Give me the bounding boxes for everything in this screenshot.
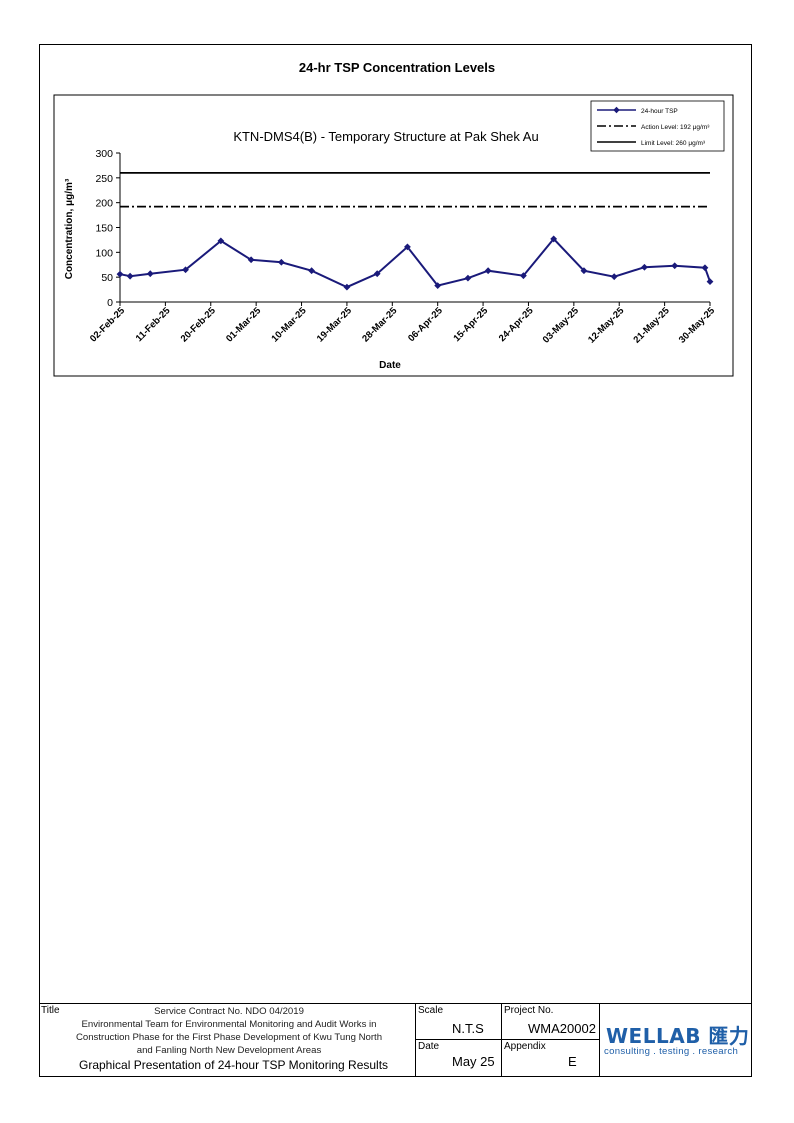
legend-action-label: Action Level: 192 μg/m³ bbox=[641, 124, 710, 131]
date-value: May 25 bbox=[452, 1054, 495, 1069]
contract-line: Construction Phase for the First Phase D… bbox=[75, 1032, 383, 1043]
scale-value: N.T.S bbox=[452, 1021, 484, 1036]
tsp-series-line bbox=[119, 237, 711, 289]
wellab-logo: WELLAB 匯力 bbox=[606, 1024, 750, 1048]
y-tick-label: 300 bbox=[95, 148, 113, 160]
presentation-title: Graphical Presentation of 24-hour TSP Mo… bbox=[79, 1058, 389, 1072]
tsp-data-point bbox=[277, 258, 285, 266]
logo-tagline: consulting . testing . research bbox=[604, 1046, 739, 1057]
tsp-data-point bbox=[146, 270, 154, 278]
project-label: Project No. bbox=[504, 1005, 554, 1016]
y-tick-label: 50 bbox=[101, 272, 113, 284]
y-tick-label: 100 bbox=[95, 247, 113, 259]
tsp-data-point bbox=[247, 256, 255, 264]
tsp-data-point bbox=[484, 267, 492, 275]
tsp-data-point bbox=[520, 272, 527, 280]
legend-limit-label: Limit Level: 260 μg/m³ bbox=[641, 140, 706, 147]
tsp-data-point bbox=[404, 243, 411, 251]
legend-tsp-marker bbox=[613, 106, 620, 114]
date-label: Date bbox=[418, 1041, 440, 1052]
tsp-data-point bbox=[641, 263, 648, 271]
tsp-data-point bbox=[343, 283, 351, 291]
page-title: 24-hr TSP Concentration Levels bbox=[298, 60, 496, 75]
title-cell: Title Service Contract No. NDO 04/2019 E… bbox=[39, 1003, 416, 1077]
title-label: Title bbox=[41, 1005, 60, 1016]
contract-description: Service Contract No. NDO 04/2019 Environ… bbox=[69, 1005, 389, 1057]
contract-line: Service Contract No. NDO 04/2019 bbox=[154, 1006, 304, 1017]
tsp-data-point bbox=[671, 262, 679, 270]
contract-line: Environmental Team for Environmental Mon… bbox=[81, 1019, 377, 1030]
appendix-value: E bbox=[568, 1054, 577, 1069]
reference-lines bbox=[120, 171, 710, 208]
tsp-data-point bbox=[580, 267, 588, 275]
page-frame bbox=[39, 44, 752, 1077]
y-tick-label: 250 bbox=[95, 173, 113, 185]
y-tick-label: 150 bbox=[95, 223, 113, 235]
tsp-data-point bbox=[308, 267, 316, 275]
contract-line: and Fanling North New Development Areas bbox=[136, 1045, 322, 1056]
tsp-data-point bbox=[464, 274, 472, 282]
tsp-data-point bbox=[373, 270, 381, 278]
y-tick-label: 200 bbox=[95, 198, 113, 210]
tsp-data-point bbox=[701, 264, 709, 272]
legend-tsp-label: 24-hour TSP bbox=[641, 108, 678, 115]
x-axis-title: Date bbox=[379, 360, 401, 371]
title-block: Title Service Contract No. NDO 04/2019 E… bbox=[39, 1003, 752, 1077]
scale-label: Scale bbox=[418, 1005, 444, 1016]
y-tick-label: 0 bbox=[107, 297, 113, 309]
tsp-data-point bbox=[126, 272, 134, 280]
logo-cell: WELLAB 匯力 consulting . testing . researc… bbox=[600, 1003, 752, 1077]
tsp-data-point bbox=[217, 237, 225, 245]
y-axis-title: Concentration, μg/m³ bbox=[64, 178, 75, 279]
tsp-data-point bbox=[116, 270, 124, 278]
tsp-data-point bbox=[550, 235, 558, 243]
tsp-series bbox=[116, 235, 714, 291]
tsp-data-point bbox=[182, 266, 189, 274]
legend: 24-hour TSP Action Level: 192 μg/m³ Limi… bbox=[590, 100, 725, 152]
tsp-data-point bbox=[706, 278, 714, 286]
tsp-chart: KTN-DMS4(B) - Temporary Structure at Pak… bbox=[53, 94, 734, 377]
scale-cell: Scale N.T.S bbox=[416, 1003, 502, 1040]
tsp-data-point bbox=[434, 282, 442, 290]
chart-title: KTN-DMS4(B) - Temporary Structure at Pak… bbox=[233, 129, 538, 144]
appendix-cell: Appendix E bbox=[502, 1040, 600, 1077]
project-value: WMA20002 bbox=[528, 1021, 596, 1036]
tsp-data-point bbox=[610, 273, 618, 281]
project-cell: Project No. WMA20002 bbox=[502, 1003, 600, 1040]
appendix-label: Appendix bbox=[504, 1041, 546, 1052]
date-cell: Date May 25 bbox=[416, 1040, 502, 1077]
